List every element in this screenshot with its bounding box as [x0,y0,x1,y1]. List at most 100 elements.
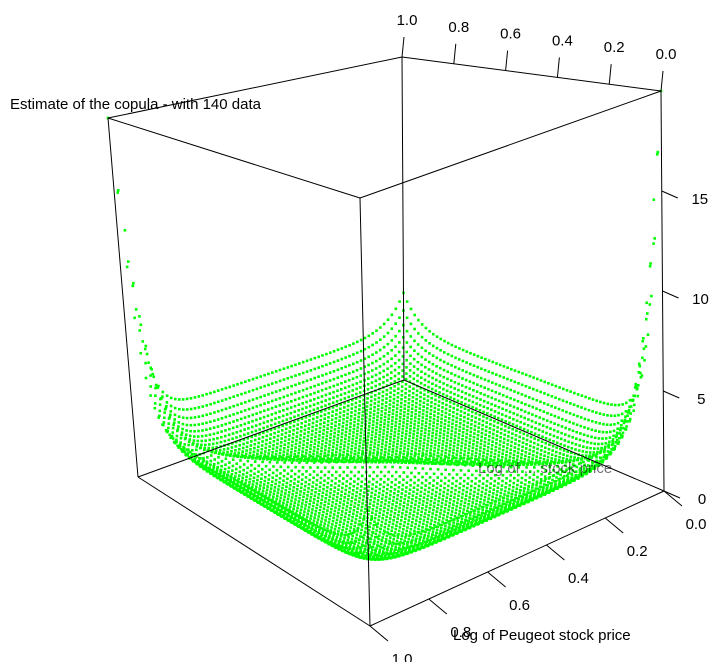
data-point [531,413,534,416]
data-point [220,460,224,463]
data-point [361,521,365,525]
data-point [520,449,524,452]
data-point [344,546,347,549]
data-point [145,352,149,356]
data-point [284,435,287,439]
data-point [392,441,396,444]
data-point [363,533,366,537]
data-point [497,406,501,409]
data-point [406,541,409,544]
data-point [548,465,552,469]
data-point [413,423,416,426]
data-point [289,421,292,425]
data-point [436,507,439,510]
data-point [405,329,409,333]
data-point [600,442,604,446]
data-point [295,459,298,462]
data-point [496,426,499,429]
data-point [382,489,385,493]
data-point [420,481,424,485]
data-point [399,499,402,503]
data-point [477,459,481,462]
data-point [191,448,194,452]
data-point [405,426,409,429]
data-point [388,552,392,556]
data-point [366,392,370,396]
data-point [237,484,240,488]
data-point [304,480,307,484]
data-point [366,513,370,516]
data-point [224,415,228,419]
data-point [285,418,289,421]
data-point [243,433,246,437]
data-point [366,441,369,445]
data-point [532,446,536,449]
data-point [379,423,382,427]
data-point [351,515,354,519]
data-point [597,462,601,466]
data-point [324,459,328,463]
data-point [304,455,307,458]
data-point [536,487,540,491]
data-point [329,543,333,546]
data-point [469,426,473,430]
data-point [343,515,347,519]
data-point [552,474,556,477]
data-point [334,482,337,485]
data-point [446,427,450,431]
data-point [607,444,610,448]
data-point [482,405,486,408]
data-point [245,445,249,449]
data-point [606,414,609,417]
data-point [564,433,567,436]
data-point [234,449,237,452]
data-point [262,431,265,435]
data-point [385,384,389,387]
data-point [324,404,327,407]
data-point [410,446,414,449]
data-point [309,386,313,389]
data-point [525,443,528,446]
data-point [327,407,331,411]
data-point [480,514,483,517]
data-point [414,409,418,412]
data-point [452,397,456,401]
data-point [228,414,232,417]
data-point [255,412,258,415]
data-point [554,384,558,388]
data-point [509,473,512,477]
data-point [209,420,212,424]
data-point [401,512,404,515]
data-point [293,449,297,453]
data-point [522,490,526,493]
data-point [401,362,405,366]
data-point [392,551,396,554]
data-point [487,438,491,442]
data-point [549,427,552,430]
data-point [504,508,507,512]
data-point [465,429,469,432]
data-point [335,535,339,539]
data-point [251,483,255,486]
data-point [542,460,545,464]
data-point [331,410,334,413]
data-point [556,461,560,465]
data-point [471,497,475,501]
data-point [466,454,470,458]
data-point [412,365,416,368]
data-point [354,521,357,524]
data-point [558,397,561,401]
data-point [462,484,465,488]
data-point [387,420,390,424]
data-point [431,370,434,373]
data-point [307,427,311,430]
data-point [394,322,397,325]
data-point [628,398,632,402]
data-point [316,473,319,477]
data-point [494,382,498,386]
data-point [435,356,439,360]
data-point [512,456,515,460]
data-point [426,537,429,541]
data-point [400,461,404,464]
data-point [336,376,340,379]
